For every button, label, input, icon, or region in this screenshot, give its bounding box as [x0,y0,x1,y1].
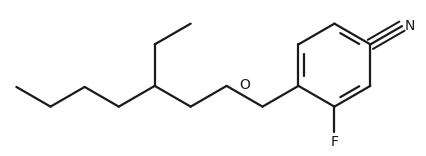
Text: O: O [239,78,250,93]
Text: N: N [405,19,415,33]
Text: F: F [331,135,338,149]
